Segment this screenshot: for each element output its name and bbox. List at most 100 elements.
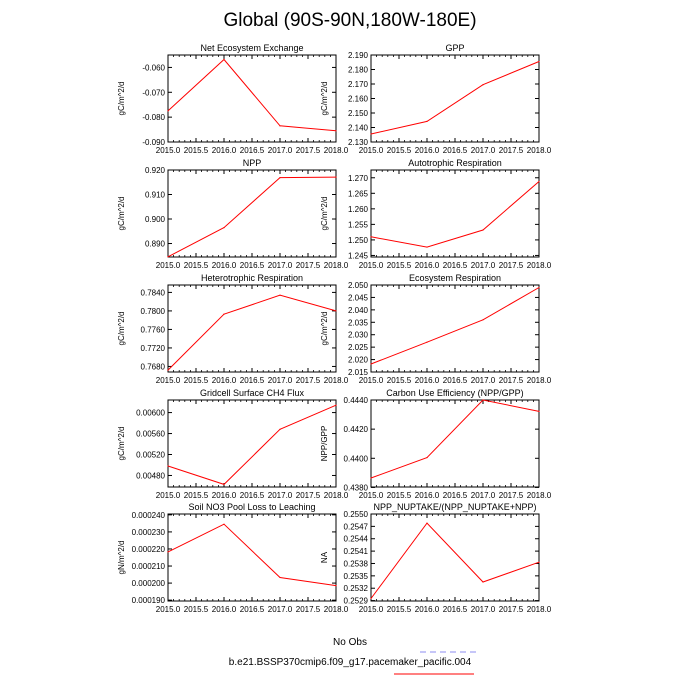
- x-tick-label: 2016.5: [240, 491, 265, 500]
- legend-case-line: [394, 673, 474, 675]
- y-tick-label: 0.00480: [136, 471, 165, 480]
- data-point: [335, 176, 337, 178]
- panel-frame: [370, 284, 540, 373]
- data-point: [370, 133, 372, 135]
- y-axis-label: gC/m^2/d: [320, 312, 329, 346]
- x-tick-label: 2017.5: [499, 376, 524, 385]
- x-tick-label: 2017.5: [499, 605, 524, 614]
- data-point: [370, 477, 372, 479]
- x-tick-label: 2016.5: [443, 491, 468, 500]
- data-point: [426, 456, 428, 459]
- y-axis-label: gC/m^2/d: [117, 82, 126, 116]
- x-tick-label: 2017.5: [296, 261, 321, 270]
- panel-frame: [370, 513, 540, 602]
- x-tick-label: 2015.5: [184, 491, 209, 500]
- y-tick-label: 2.140: [348, 124, 369, 133]
- panel-frame: [370, 169, 540, 258]
- y-tick-label: 1.250: [348, 236, 369, 245]
- y-tick-label: 0.4440: [344, 396, 369, 405]
- series-line: [167, 176, 337, 258]
- panel-frame: [370, 54, 540, 143]
- data-point: [538, 561, 540, 563]
- data-point: [223, 58, 225, 61]
- data-point: [370, 597, 372, 600]
- data-point: [335, 585, 337, 587]
- x-tick-label: 2016.0: [212, 146, 237, 155]
- series-line: [167, 294, 337, 371]
- series-line: [370, 399, 540, 479]
- y-tick-label: -0.070: [142, 88, 165, 97]
- x-tick-label: 2016.0: [212, 491, 237, 500]
- data-point: [538, 410, 540, 412]
- x-tick-label: 2018.0: [324, 491, 349, 500]
- data-point: [538, 60, 540, 63]
- x-tick-label: 2017.5: [296, 146, 321, 155]
- data-point: [482, 399, 484, 401]
- panel-8: Carbon Use Efficiency (NPP/GPP)2015.0 201…: [320, 388, 552, 500]
- x-tick-label: 2018.0: [324, 261, 349, 270]
- x-tick-label: 2015.5: [184, 261, 209, 270]
- panel-title: Net Ecosystem Exchange: [200, 43, 303, 53]
- x-tick-label: 2016.5: [240, 146, 265, 155]
- y-tick-label: 0.000230: [132, 528, 166, 537]
- data-point: [167, 256, 169, 258]
- panel-title: Autotrophic Respiration: [408, 158, 502, 168]
- series-line: [370, 61, 540, 135]
- y-axis-label: gC/m^2/d: [117, 427, 126, 461]
- y-axis-label: NPP/GPP: [320, 426, 329, 462]
- x-tick-label: 2015.5: [184, 605, 209, 614]
- data-point: [335, 130, 337, 132]
- y-tick-label: 2.130: [348, 138, 369, 147]
- x-tick-label: 2015.0: [359, 605, 384, 614]
- y-tick-label: 0.7760: [141, 325, 166, 334]
- series-line: [167, 404, 337, 485]
- y-tick-label: 2.190: [348, 51, 369, 60]
- y-tick-label: 0.910: [145, 191, 166, 200]
- y-tick-label: 1.260: [348, 205, 369, 214]
- panel-frame: [370, 399, 540, 488]
- data-point: [370, 363, 372, 365]
- x-tick-label: 2016.0: [415, 376, 440, 385]
- data-point: [538, 180, 540, 183]
- data-point: [482, 319, 484, 321]
- x-tick-label: 2015.5: [387, 146, 412, 155]
- y-tick-label: 2.180: [348, 66, 369, 75]
- x-tick-label: 2018.0: [527, 491, 552, 500]
- y-tick-label: 1.265: [348, 189, 369, 198]
- x-tick-label: 2016.0: [212, 605, 237, 614]
- data-point: [335, 310, 337, 312]
- x-tick-label: 2016.0: [415, 605, 440, 614]
- data-point: [426, 522, 428, 524]
- y-tick-label: 0.900: [145, 215, 166, 224]
- y-axis-label: gC/m^2/d: [320, 197, 329, 231]
- x-tick-label: 2017.5: [296, 376, 321, 385]
- panel-title: NPP: [243, 158, 262, 168]
- y-tick-label: 0.4400: [344, 454, 369, 463]
- data-point: [426, 341, 428, 343]
- x-tick-label: 2017.0: [268, 491, 293, 500]
- x-tick-label: 2016.5: [240, 261, 265, 270]
- panel-3: NPP 2015.0 2015.5 2016.0 2016.5 2017.0 2017.5 2…: [117, 158, 349, 270]
- y-tick-label: -0.090: [142, 138, 165, 147]
- series-line: [167, 523, 337, 587]
- data-point: [279, 176, 281, 179]
- y-tick-label: 1.270: [348, 174, 369, 183]
- y-tick-label: 0.7840: [141, 288, 166, 297]
- y-axis-label: NA: [320, 551, 329, 563]
- panel-title: NPP_NUPTAKE/(NPP_NUPTAKE+NPP): [374, 502, 537, 512]
- x-tick-label: 2018.0: [527, 261, 552, 270]
- series-line: [167, 58, 337, 132]
- data-point: [167, 551, 169, 553]
- y-tick-label: 0.7720: [141, 344, 166, 353]
- x-tick-label: 2017.0: [471, 376, 496, 385]
- x-tick-label: 2015.5: [184, 146, 209, 155]
- y-tick-label: 1.255: [348, 220, 369, 229]
- x-tick-label: 2017.0: [268, 146, 293, 155]
- data-point: [167, 369, 169, 371]
- data-point: [482, 229, 484, 231]
- data-point: [482, 84, 484, 86]
- y-axis-label: gC/m^2/d: [320, 82, 329, 116]
- y-tick-label: 0.00520: [136, 451, 165, 460]
